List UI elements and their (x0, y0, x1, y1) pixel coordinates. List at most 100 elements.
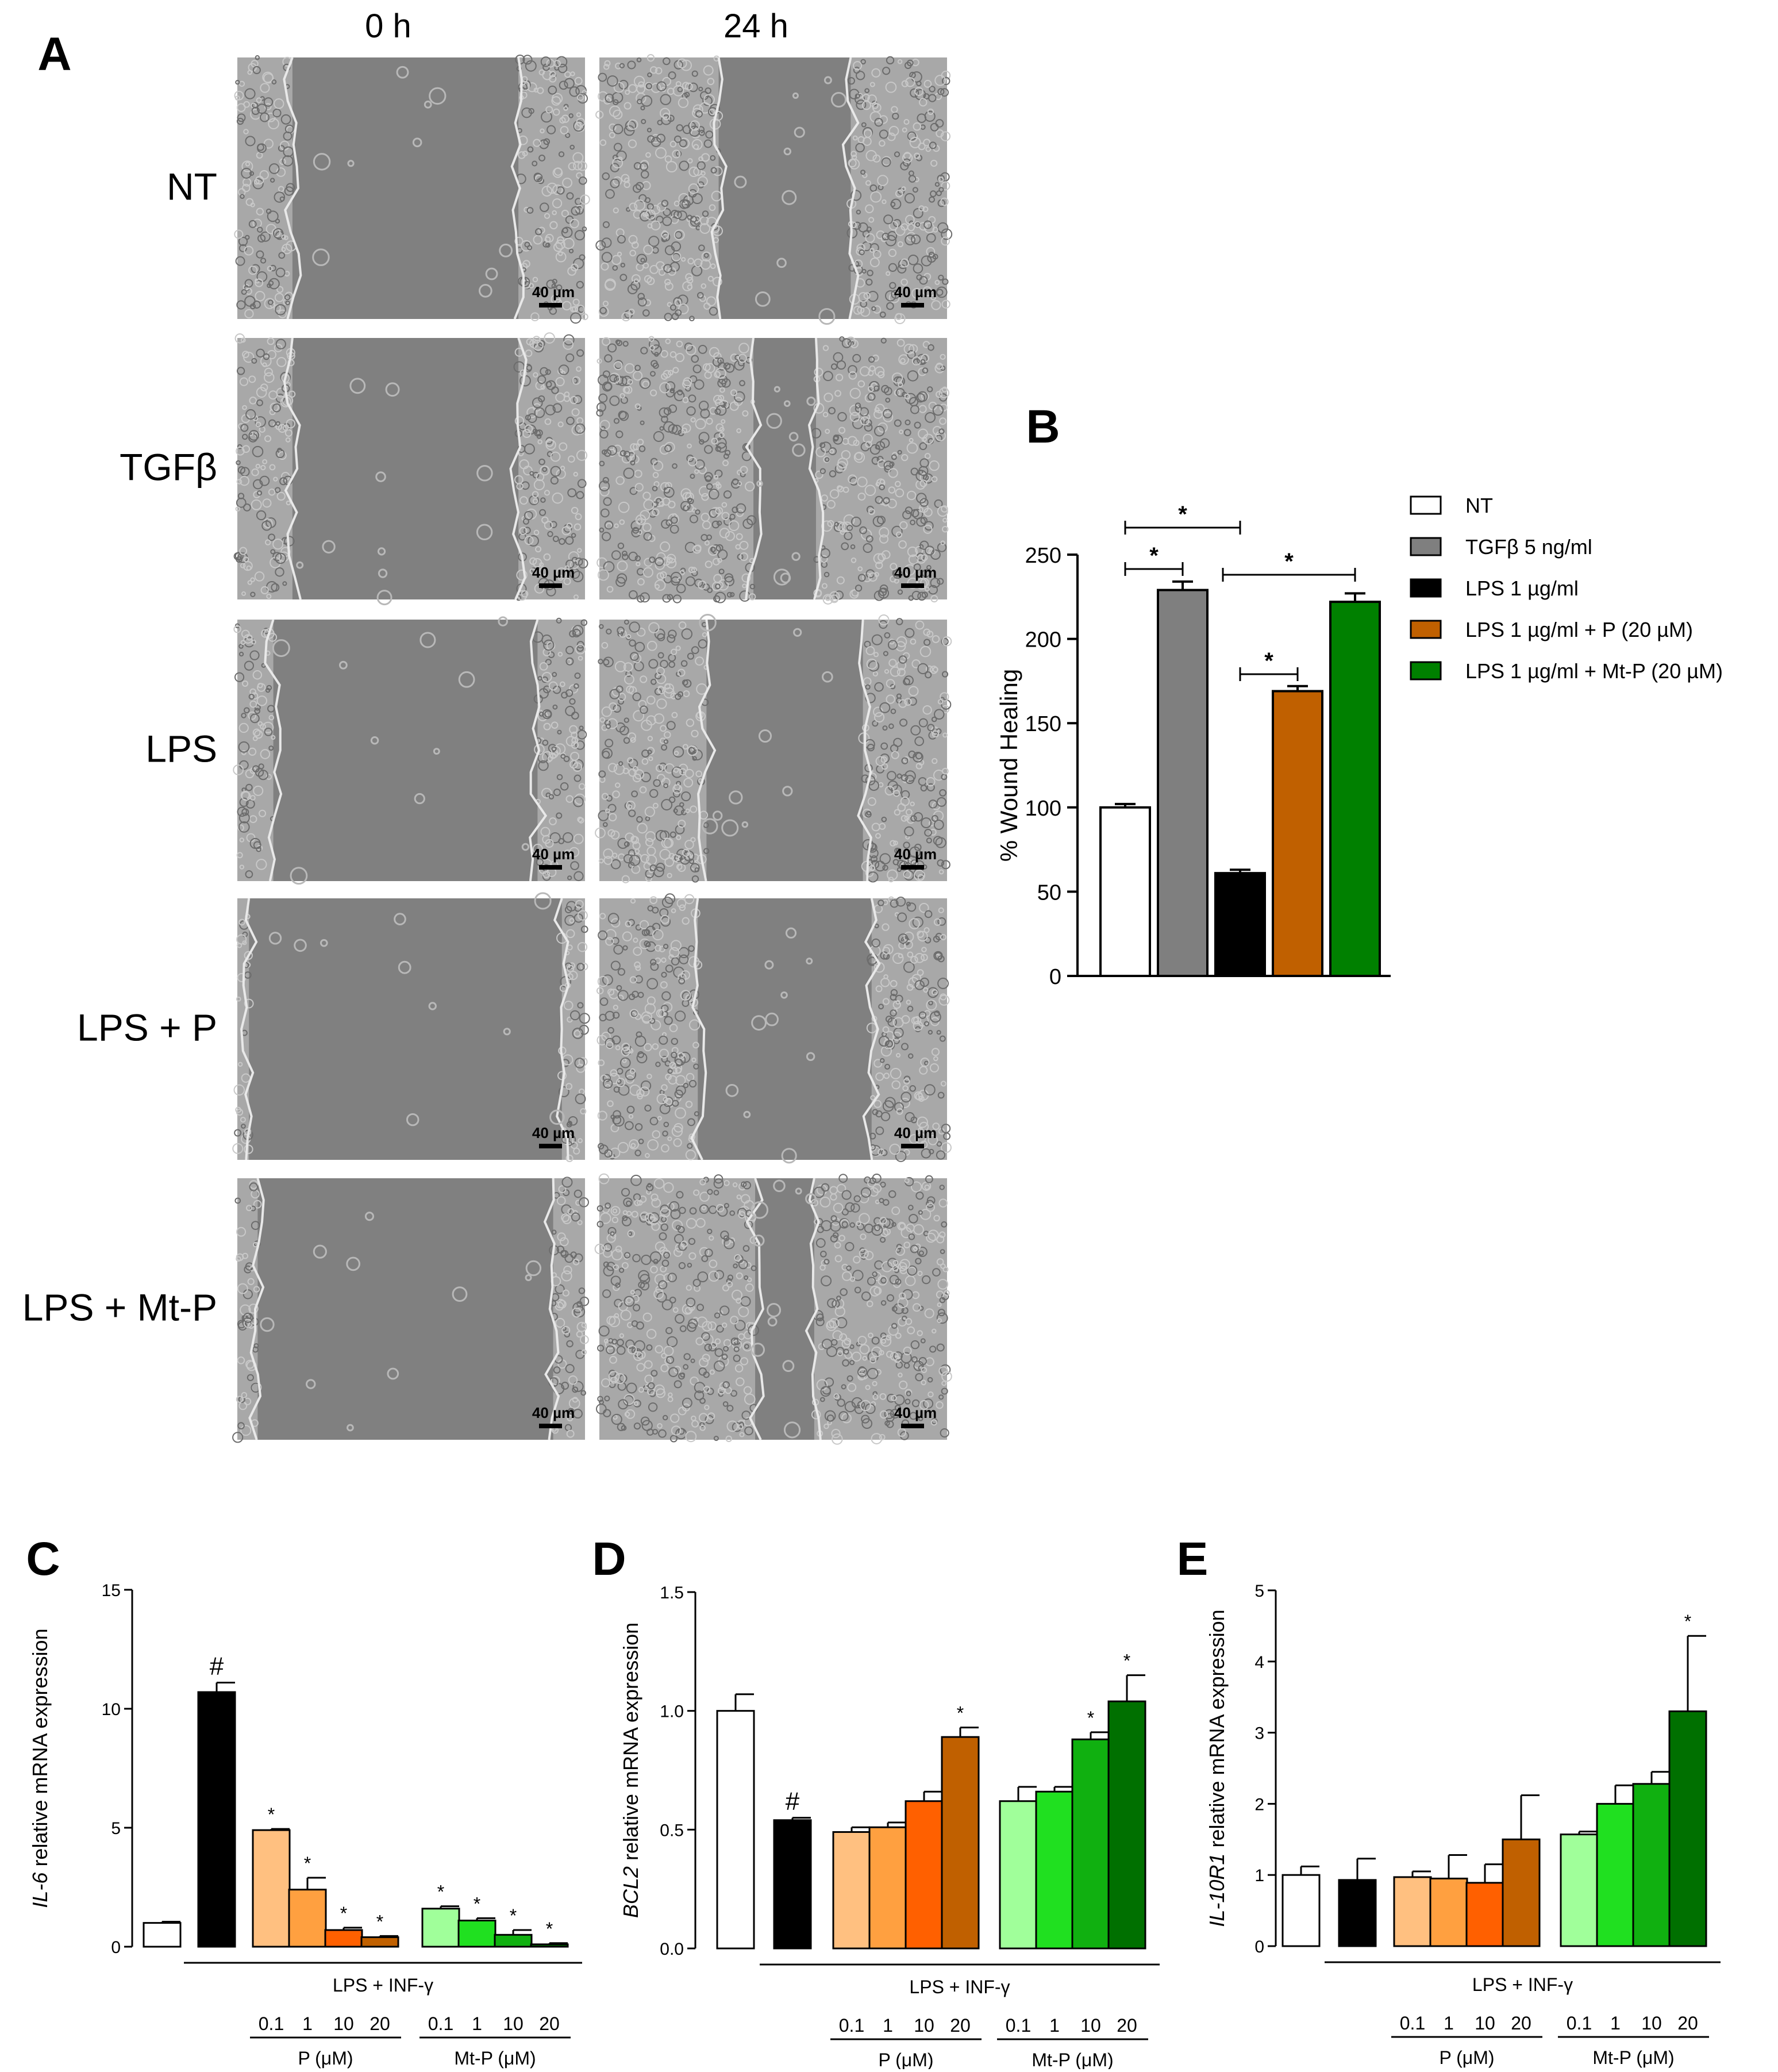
cell (276, 286, 284, 293)
cell (686, 454, 694, 463)
cell (936, 797, 946, 807)
cell (922, 206, 929, 212)
cell (649, 1251, 661, 1263)
cell (699, 1204, 709, 1214)
cell (626, 1200, 632, 1206)
floating-cell (793, 628, 802, 637)
cell (633, 1401, 639, 1406)
cell (656, 552, 666, 562)
cell (924, 1308, 934, 1318)
cell (278, 451, 287, 460)
cell (834, 1306, 845, 1317)
cell (633, 278, 639, 284)
cell (938, 428, 945, 435)
cell (244, 309, 254, 319)
scale-bar (901, 1144, 924, 1148)
cell (866, 1300, 873, 1308)
cell (524, 241, 530, 248)
cell (701, 493, 709, 501)
cell (941, 1387, 948, 1395)
cell (875, 756, 886, 767)
cell (709, 204, 716, 212)
cell (580, 194, 590, 205)
cell (898, 699, 907, 708)
cell (897, 1297, 909, 1309)
cell (629, 202, 638, 212)
cell (663, 407, 672, 416)
cell (653, 1259, 659, 1264)
cell (664, 893, 676, 904)
cell (882, 1100, 894, 1112)
cell (683, 1082, 689, 1089)
cell (671, 957, 680, 966)
cell (610, 1233, 617, 1239)
cell (820, 1251, 827, 1258)
cell (661, 199, 669, 207)
floating-cell (729, 790, 743, 805)
cell-sheet (850, 57, 947, 319)
cell (860, 1187, 871, 1198)
cell (547, 756, 553, 762)
cell (732, 506, 738, 513)
cell (571, 737, 579, 744)
cell (244, 951, 253, 960)
cell (533, 235, 543, 245)
scale-bar-label: 40 µm (894, 283, 937, 301)
cell (872, 1394, 879, 1400)
cell (529, 283, 534, 289)
cell (651, 678, 657, 685)
cell (890, 708, 896, 714)
cell (888, 1190, 896, 1198)
cell (663, 421, 675, 433)
cell (918, 367, 927, 376)
cell (673, 210, 682, 220)
cell (658, 1429, 667, 1438)
cell (609, 395, 620, 406)
cell (724, 449, 731, 456)
cell (695, 110, 703, 118)
cell (914, 980, 925, 990)
cell (528, 107, 534, 114)
cell (925, 146, 932, 152)
cell (736, 428, 741, 433)
cell (673, 1138, 682, 1147)
cell (893, 1027, 904, 1038)
cell (936, 1290, 944, 1299)
cell (632, 1294, 640, 1303)
cell (631, 528, 641, 537)
cell (606, 1041, 614, 1050)
cell (566, 416, 575, 425)
cell (534, 545, 542, 553)
cell (663, 739, 669, 744)
cell (249, 397, 257, 405)
cell (938, 187, 944, 193)
cell (630, 1143, 636, 1148)
cell (257, 143, 264, 151)
cell (866, 658, 878, 670)
cell (852, 418, 864, 429)
floating-cell (364, 1212, 375, 1221)
floating-cell (387, 1367, 399, 1380)
cell (656, 667, 665, 676)
cell (682, 917, 690, 925)
cell (715, 405, 727, 416)
cell (556, 468, 566, 479)
cell (519, 526, 528, 535)
cell (674, 390, 685, 402)
cell (920, 785, 928, 792)
cell (615, 1245, 622, 1253)
cell (904, 193, 915, 203)
cell (609, 123, 617, 131)
cell (819, 442, 826, 448)
cell (875, 495, 883, 504)
cell (241, 680, 249, 687)
cell (238, 741, 250, 753)
cell (663, 487, 675, 498)
cell (878, 553, 886, 562)
cell (713, 1436, 719, 1441)
cell (893, 1355, 899, 1362)
cell (250, 577, 255, 583)
cell (537, 375, 547, 385)
cell (874, 1260, 884, 1270)
cell (552, 210, 557, 216)
